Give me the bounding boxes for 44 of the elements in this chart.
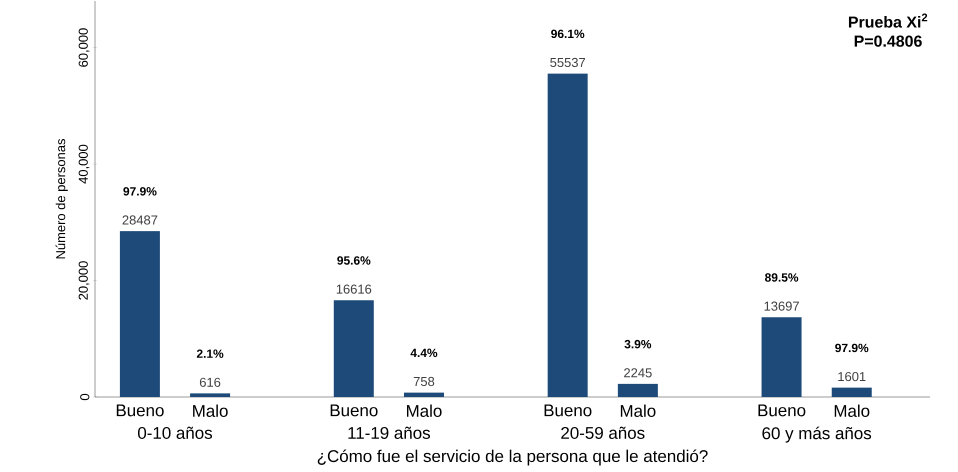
annotation: 2.1% (196, 349, 224, 358)
data-label: 13697 (764, 302, 799, 311)
annotation: 4.4% (410, 348, 438, 358)
annotation: 97.9% (835, 344, 868, 352)
text: Malo (620, 404, 656, 417)
x-tick-label: 0-10 años (138, 426, 212, 439)
annotation: 95.6% (337, 256, 370, 265)
annotation: 97.9% (123, 187, 157, 196)
text: Bueno (330, 404, 378, 416)
bar (762, 317, 802, 397)
text: Bueno (116, 404, 164, 416)
series-label: Malo (193, 404, 228, 417)
y-tick-label: 60,000 (78, 28, 90, 67)
series-label: Bueno (758, 404, 806, 416)
y-tick-label: 0 (80, 394, 90, 400)
x-axis-title: ¿Cómo fue el servicio de la persona que le atendió? (318, 449, 708, 466)
bar (120, 231, 160, 397)
data-label: 616 (200, 378, 220, 387)
bar (334, 300, 374, 397)
data-label: 1601 (838, 372, 866, 382)
x-tick-label: 60 y más años (762, 426, 872, 443)
x-tick-label: 11-19 años (348, 426, 430, 439)
bar (190, 393, 230, 397)
bar (618, 384, 658, 397)
bar (548, 74, 588, 397)
annotation: 96.1% (551, 30, 584, 38)
bar (832, 388, 872, 397)
data-label: 758 (414, 376, 434, 386)
data-label: 2245 (624, 368, 652, 378)
text: Bueno (544, 404, 592, 416)
text: Malo (834, 404, 870, 417)
y-axis-title: Número de personas (56, 139, 68, 258)
annotation: 3.9% (624, 340, 652, 348)
text: Malo (406, 404, 442, 417)
bar (404, 392, 444, 397)
data-label: 28487 (122, 215, 158, 225)
data-label: 55537 (550, 58, 586, 68)
data-label: 16616 (336, 284, 372, 294)
y-tick-label: 40,000 (78, 144, 90, 184)
annotation: Prueba Xi$^{2}$ (848, 14, 928, 28)
annotation: P=0.4806 (854, 36, 922, 47)
y-tick-label: 20,000 (78, 261, 90, 300)
x-tick-label: 20-59 años (561, 426, 644, 439)
annotation: 89.5% (765, 273, 798, 282)
